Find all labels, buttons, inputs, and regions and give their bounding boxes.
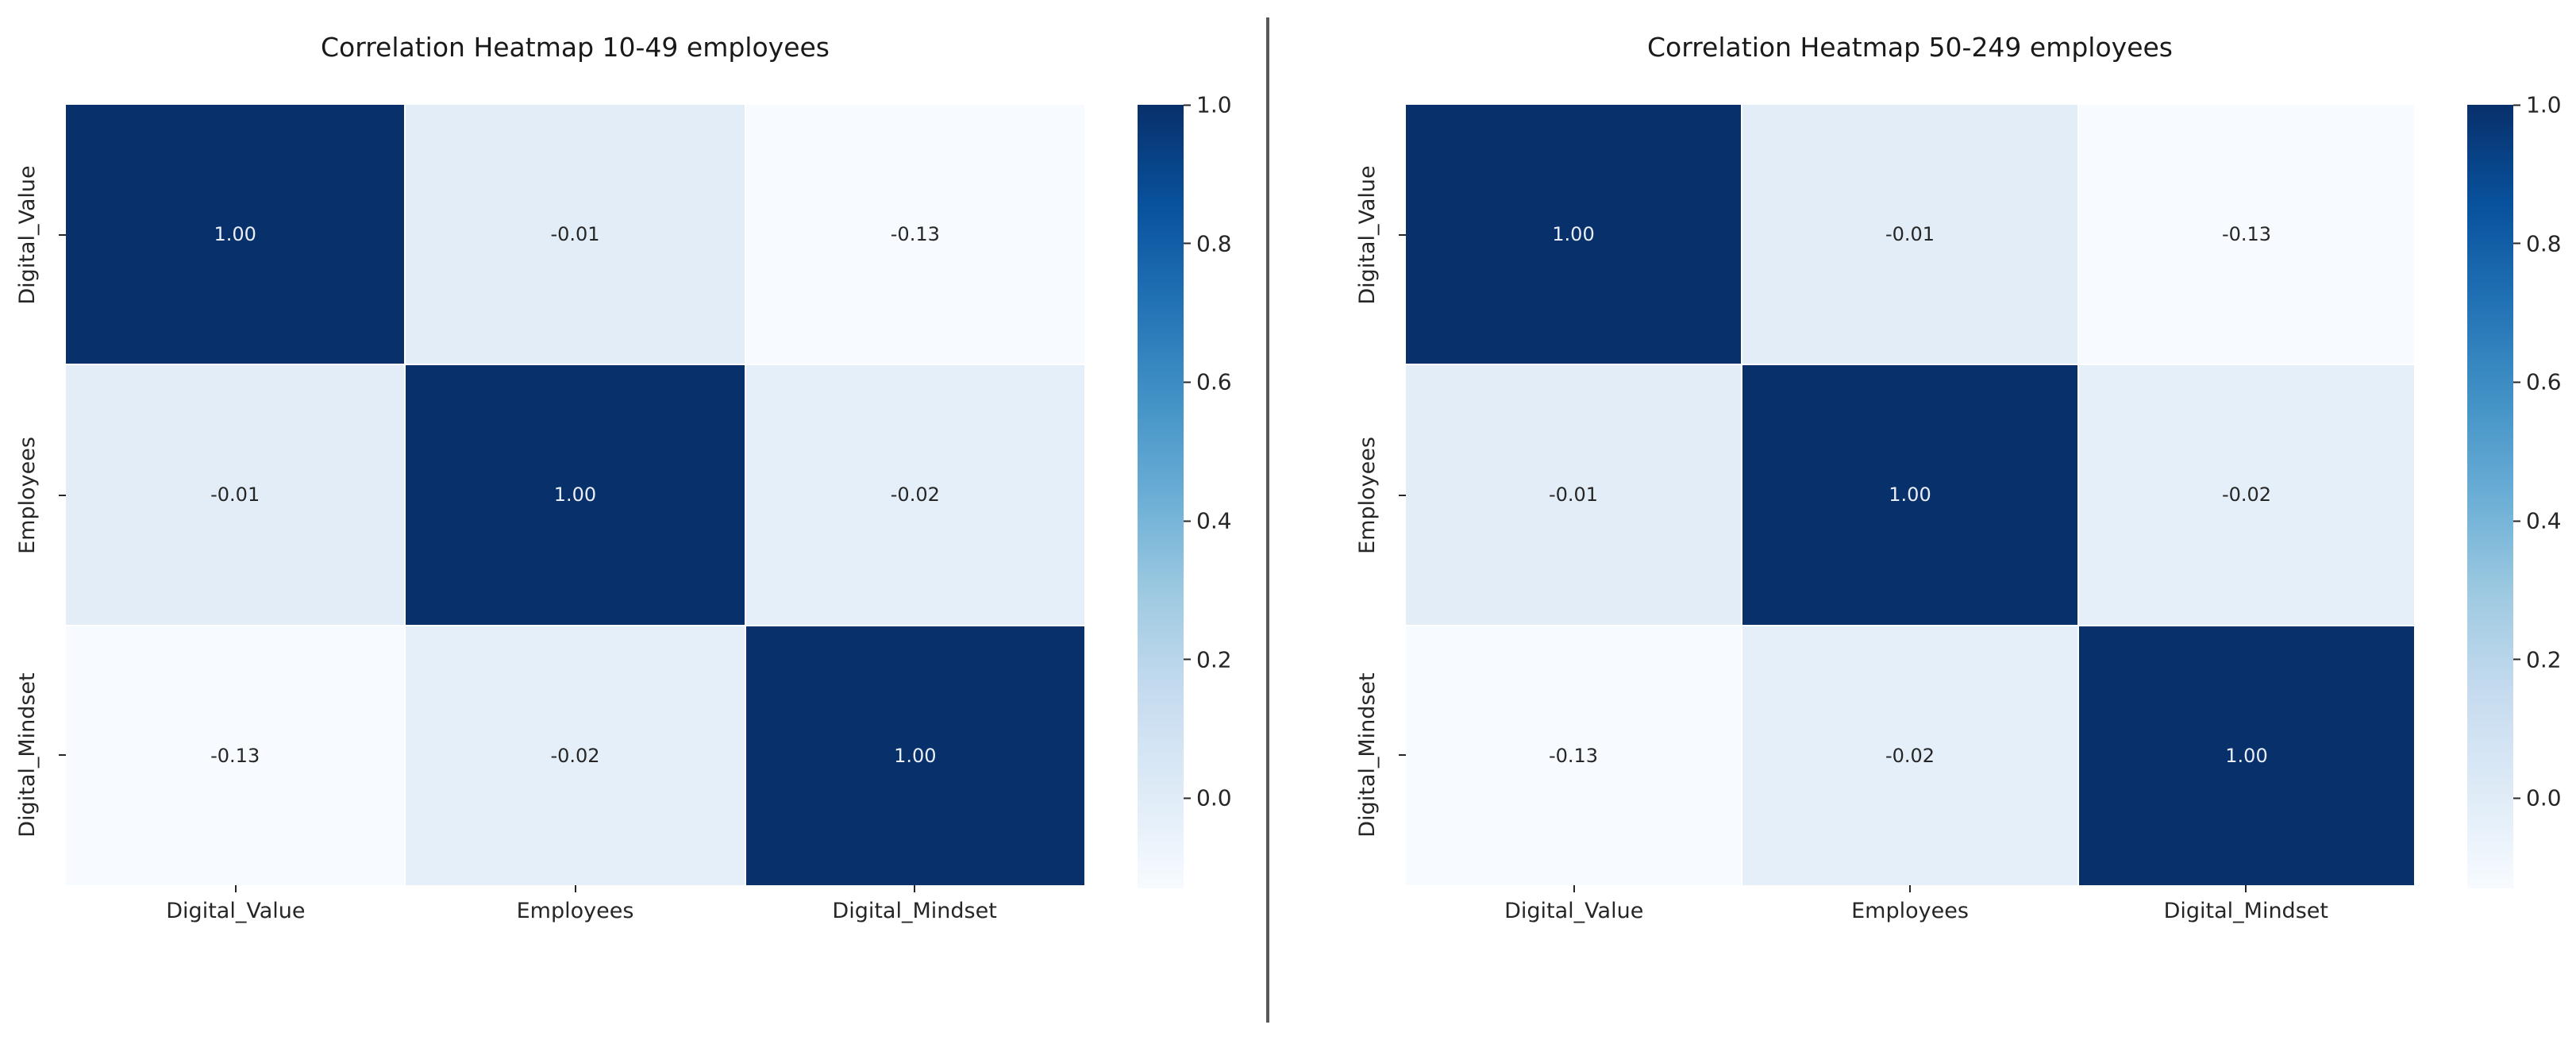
x-axis-label: Employees [516,899,634,923]
y-axis-label: Digital_Value [1355,165,1380,305]
heatmap-cell: -0.02 [1742,626,2077,885]
x-axis-label: Employees [1851,899,1969,923]
heatmap-cell: -0.02 [2079,365,2414,625]
heatmap-cell: -0.01 [406,105,745,364]
colorbar-tick-mark [2513,381,2520,383]
x-tick [574,885,576,892]
colorbar-tick-mark [1184,104,1191,106]
heatmap-panel-50-249: Correlation Heatmap 50-249 employees Dig… [1308,0,2576,1044]
colorbar-tick-mark [2513,797,2520,799]
heatmap-cell: -0.01 [1742,105,2077,364]
colorbar-tick-mark [2513,520,2520,522]
colorbar-tick: 0.2 [2513,646,2562,672]
colorbar-tick-label: 0.2 [2526,646,2562,673]
colorbar-tick-mark [1184,520,1191,522]
colorbar-tick-label: 0.8 [1196,230,1232,257]
colorbar-tick-label: 0.4 [1196,507,1232,534]
heatmap-cell: -0.01 [1406,365,1741,625]
y-axis-label: Employees [1355,437,1380,554]
heatmap-cell: -0.02 [745,365,1084,625]
y-tick [59,234,66,236]
heatmap-cell: -0.13 [745,105,1084,364]
colorbar-tick: 0.2 [1184,646,1232,672]
heatmap-cell: -0.13 [1406,626,1741,885]
colorbar-tick: 1.0 [1184,92,1232,118]
y-tick [59,495,66,496]
colorbar-tick-label: 0.6 [2526,368,2562,395]
heatmap-cell: 1.00 [66,105,405,364]
figure-title: Correlation Heatmap 50-249 employees [1647,32,2173,63]
colorbar-tick-label: 0.0 [1196,784,1232,811]
x-axis-label: Digital_Mindset [2163,899,2328,923]
heatmap-cell: 1.00 [2079,626,2414,885]
colorbar: 1.0 0.8 0.6 0.4 0.2 0.0 [1138,92,1232,888]
heatmap-cell: -0.13 [2079,105,2414,364]
colorbar-tick: 0.6 [2513,369,2562,395]
colorbar-tick: 0.4 [2513,508,2562,534]
colorbar-tick: 0.8 [1184,230,1232,256]
heatmap-cell: 1.00 [406,365,745,625]
y-tick [1399,495,1406,496]
x-tick [234,885,237,892]
colorbar-tick-label: 0.0 [2526,784,2562,811]
x-tick [1909,885,1911,892]
heatmap-panel-10-49: Correlation Heatmap 10-49 employees Digi… [0,0,1268,1044]
heatmap-cell: -0.02 [406,626,745,885]
x-axis-label: Digital_Mindset [832,899,997,923]
heatmap-cell: 1.00 [1742,365,2077,625]
colorbar: 1.0 0.8 0.6 0.4 0.2 0.0 [2467,92,2562,888]
colorbar-tick-label: 0.2 [1196,646,1232,673]
colorbar-tick-mark [1184,797,1191,799]
y-tick [1399,754,1406,756]
y-tick [1399,234,1406,236]
y-axis-label: Employees [15,437,40,554]
y-axis-label: Digital_Value [15,165,40,305]
colorbar-tick-label: 0.6 [1196,368,1232,395]
y-tick [59,754,66,756]
x-axis-label: Digital_Value [166,899,306,923]
colorbar-tick-mark [1184,658,1191,661]
colorbar-tick: 0.0 [2513,785,2562,811]
colorbar-tick: 0.8 [2513,230,2562,256]
x-tick [1573,885,1575,892]
heatmap-cell: -0.13 [66,626,405,885]
colorbar-tick-label: 1.0 [2526,91,2562,118]
colorbar-tick: 0.6 [1184,369,1232,395]
heatmap-grid: 1.00 -0.01 -0.13 -0.01 1.00 -0.02 -0.13 … [66,105,1084,885]
x-tick [914,885,916,892]
colorbar-gradient [2467,105,2513,888]
colorbar-tick-label: 1.0 [1196,91,1232,118]
colorbar-tick-mark [2513,242,2520,245]
y-axis-label: Digital_Mindset [15,672,40,838]
colorbar-tick: 0.4 [1184,508,1232,534]
colorbar-tick-mark [1184,381,1191,383]
panel-divider [1266,17,1269,1023]
heatmap-cell: -0.01 [66,365,405,625]
figure-title: Correlation Heatmap 10-49 employees [320,32,830,63]
y-axis-label: Digital_Mindset [1355,672,1380,838]
heatmap-grid: 1.00 -0.01 -0.13 -0.01 1.00 -0.02 -0.13 … [1406,105,2414,885]
colorbar-tick-label: 0.4 [2526,507,2562,534]
heatmap-cell: 1.00 [1406,105,1741,364]
colorbar-gradient [1138,105,1184,888]
colorbar-tick-mark [2513,658,2520,661]
x-axis-label: Digital_Value [1504,899,1644,923]
colorbar-tick-mark [2513,104,2520,106]
colorbar-tick: 1.0 [2513,92,2562,118]
colorbar-tick-mark [1184,242,1191,245]
x-tick [2245,885,2247,892]
colorbar-tick-label: 0.8 [2526,230,2562,257]
colorbar-tick: 0.0 [1184,785,1232,811]
heatmap-cell: 1.00 [745,626,1084,885]
